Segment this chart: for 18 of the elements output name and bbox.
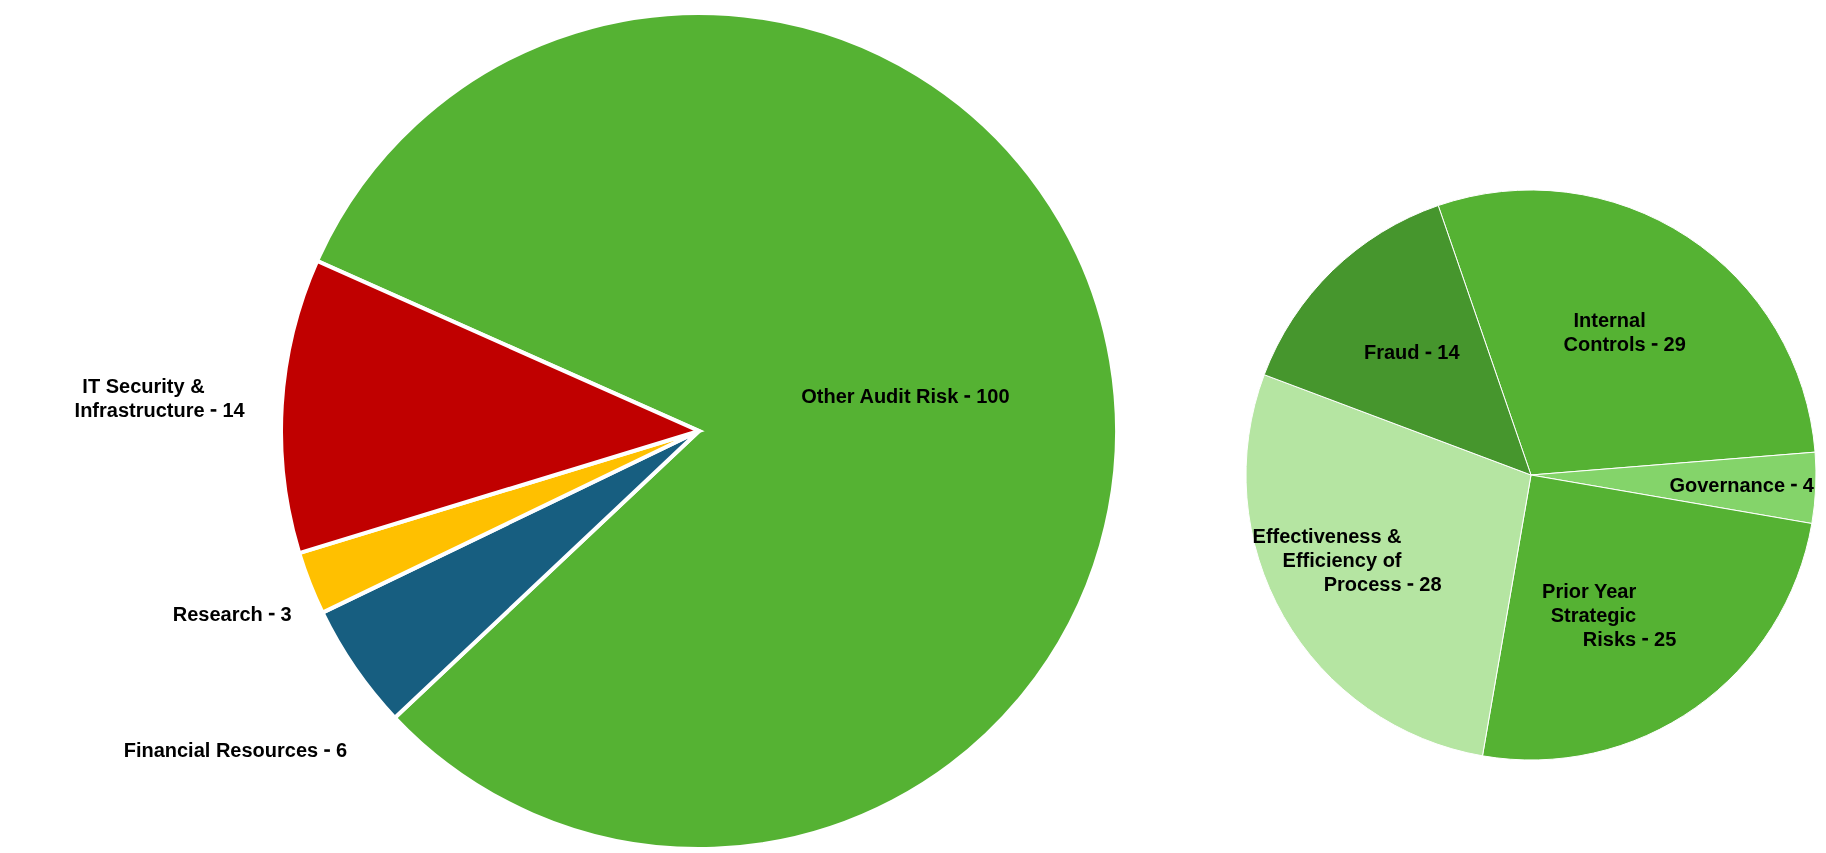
slice-label: Governance <box>1669 473 1786 496</box>
slice-label: Prior Year Strategic Risks <box>1542 579 1637 650</box>
slice-label: Internal Controls <box>1563 308 1646 355</box>
slice-label: Other Audit Risk <box>801 384 960 407</box>
slice-label: IT Security & Infrastructure <box>74 374 205 421</box>
slice-label: Effectiveness & Efficiency of Process <box>1252 524 1402 595</box>
data-label: 14 <box>222 398 246 421</box>
data-label: 29 <box>1663 332 1686 355</box>
data-label: 25 <box>1654 627 1677 650</box>
slice-label: Research <box>172 602 263 625</box>
data-label: 28 <box>1419 572 1442 595</box>
data-label: 100 <box>976 384 1010 407</box>
data-label: 4 <box>1802 473 1815 496</box>
data-label: 14 <box>1437 341 1461 364</box>
data-label: 6 <box>335 739 348 762</box>
slice-label: Fraud <box>1363 341 1420 364</box>
slice-label: Financial Resources <box>123 739 319 762</box>
data-label: 3 <box>280 602 292 625</box>
